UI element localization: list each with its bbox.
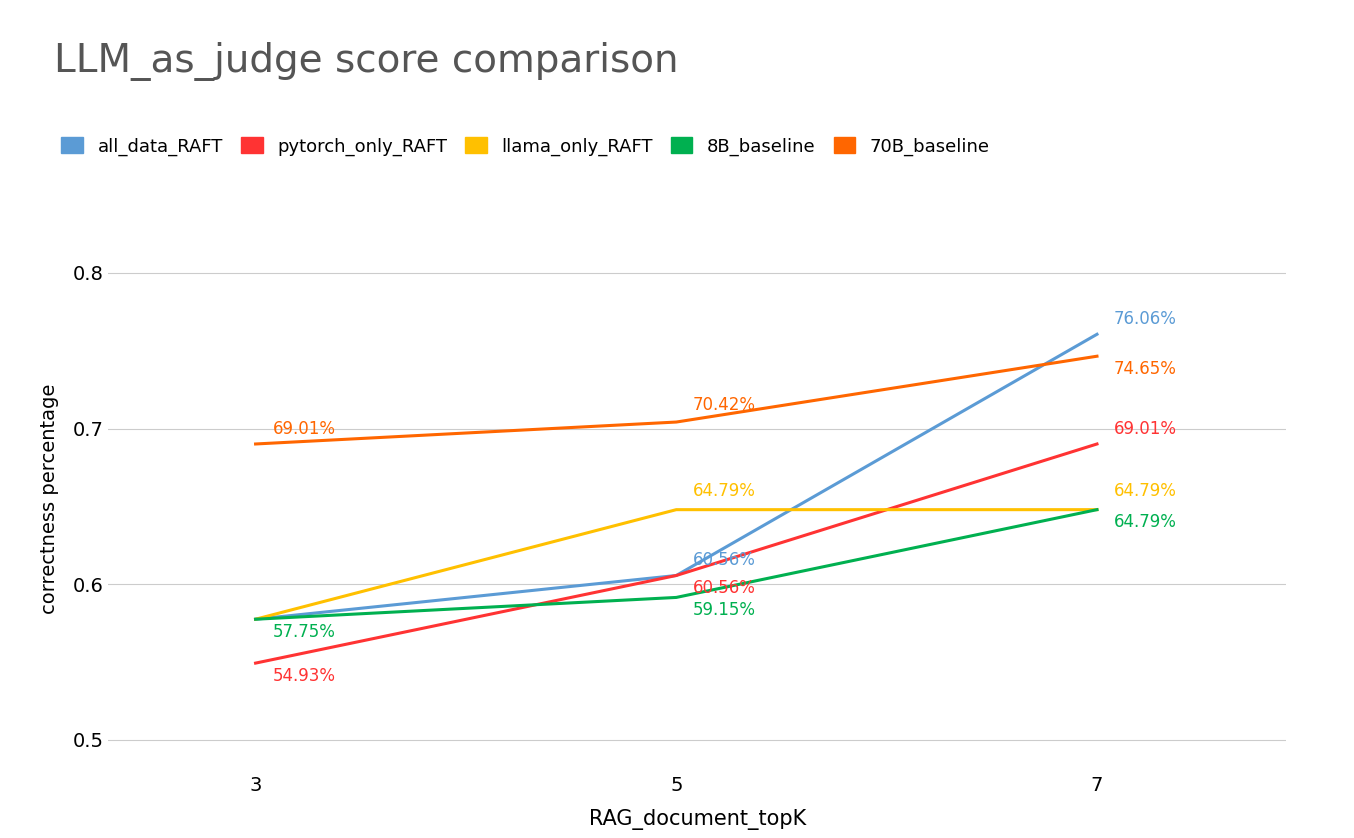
Text: 64.79%: 64.79%: [1114, 514, 1177, 531]
Line: all_data_RAFT: all_data_RAFT: [256, 334, 1097, 619]
70B_baseline: [1089, 351, 1105, 361]
8B_baseline: [668, 592, 684, 603]
Line: 70B_baseline: 70B_baseline: [256, 356, 1097, 444]
Text: 70.42%: 70.42%: [693, 396, 756, 414]
Text: 57.75%: 57.75%: [272, 623, 336, 641]
Text: 64.79%: 64.79%: [1114, 483, 1177, 500]
all_data_RAFT: [1089, 329, 1105, 339]
Y-axis label: correctness percentage: correctness percentage: [39, 384, 58, 613]
Text: 76.06%: 76.06%: [1114, 310, 1177, 328]
all_data_RAFT: [668, 571, 684, 581]
Text: 59.15%: 59.15%: [693, 601, 756, 619]
Text: 74.65%: 74.65%: [1114, 360, 1177, 378]
Text: 60.56%: 60.56%: [693, 579, 756, 597]
llama_only_RAFT: [248, 614, 264, 624]
all_data_RAFT: [248, 614, 264, 624]
X-axis label: RAG_document_topK: RAG_document_topK: [589, 809, 806, 830]
70B_baseline: [248, 439, 264, 449]
Legend: all_data_RAFT, pytorch_only_RAFT, llama_only_RAFT, 8B_baseline, 70B_baseline: all_data_RAFT, pytorch_only_RAFT, llama_…: [54, 130, 997, 163]
8B_baseline: [248, 614, 264, 624]
Text: 64.79%: 64.79%: [693, 483, 756, 500]
Text: LLM_as_judge score comparison: LLM_as_judge score comparison: [54, 42, 678, 81]
pytorch_only_RAFT: [248, 658, 264, 668]
Line: 8B_baseline: 8B_baseline: [256, 510, 1097, 619]
pytorch_only_RAFT: [1089, 439, 1105, 449]
Line: llama_only_RAFT: llama_only_RAFT: [256, 510, 1097, 619]
llama_only_RAFT: [1089, 504, 1105, 515]
Text: 69.01%: 69.01%: [1114, 420, 1177, 437]
Text: 54.93%: 54.93%: [272, 667, 336, 685]
pytorch_only_RAFT: [668, 571, 684, 581]
llama_only_RAFT: [668, 504, 684, 515]
Line: pytorch_only_RAFT: pytorch_only_RAFT: [256, 444, 1097, 663]
8B_baseline: [1089, 504, 1105, 515]
70B_baseline: [668, 417, 684, 427]
Text: 69.01%: 69.01%: [272, 420, 336, 437]
Text: 60.56%: 60.56%: [693, 551, 756, 569]
